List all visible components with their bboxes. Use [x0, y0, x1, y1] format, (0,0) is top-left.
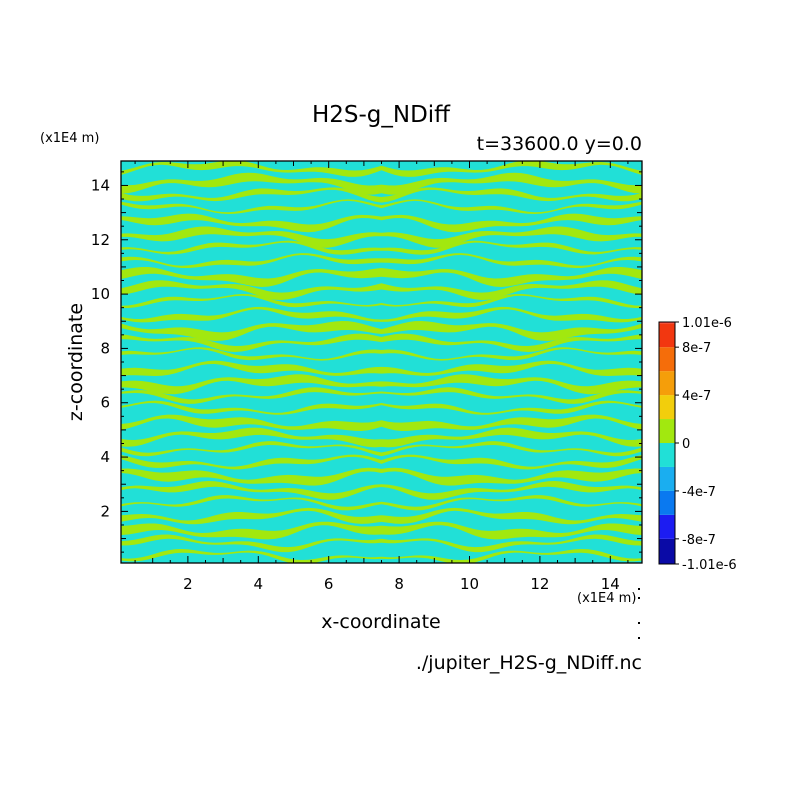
positive-band	[121, 253, 642, 268]
positive-band	[121, 495, 642, 511]
positive-band	[121, 374, 642, 395]
positive-band	[121, 172, 642, 195]
z-unit-label: (x1E4 m)	[40, 131, 99, 146]
colorbar-tick-label: -8e-7	[682, 533, 716, 548]
y-tick-label: 14	[91, 176, 110, 194]
positive-band	[121, 161, 642, 177]
colorbar-tick-label: -4e-7	[682, 485, 716, 500]
y-axis-label: z-coordinate	[65, 303, 87, 421]
colorbar-segment	[659, 322, 675, 324]
positive-band	[121, 199, 642, 214]
positive-band	[121, 347, 642, 361]
positive-band	[121, 414, 642, 431]
colorbar-segment	[659, 323, 675, 348]
positive-band	[121, 387, 642, 404]
colorbar-segment	[659, 395, 675, 420]
y-tick-label: 10	[91, 285, 110, 303]
colorbar	[658, 321, 676, 565]
positive-band	[121, 280, 642, 300]
positive-band	[121, 441, 642, 457]
positive-band	[121, 507, 642, 525]
y-tick-label: 6	[100, 394, 110, 412]
colorbar-segment	[659, 443, 675, 467]
colorbar-segment	[659, 419, 675, 443]
positive-band	[121, 481, 642, 500]
positive-band	[121, 213, 642, 233]
positive-band	[121, 521, 642, 540]
colorbar-tick-label: 1.01e-6	[682, 316, 732, 331]
colorbar-segment	[659, 514, 675, 539]
positive-band	[121, 321, 642, 341]
x-tick-label: 14	[601, 575, 620, 593]
colorbar-tick-label: 0	[682, 437, 690, 452]
chart-subtitle: t=33600.0 y=0.0	[477, 133, 642, 155]
corner-marks	[638, 588, 640, 639]
positive-band	[121, 333, 642, 352]
positive-band	[121, 240, 642, 255]
colorbar-segment	[659, 538, 675, 564]
positive-band	[121, 467, 642, 486]
positive-band	[121, 427, 642, 448]
y-tick-label: 8	[100, 339, 110, 357]
colorbar-labels: 1.01e-6 8e-7 4e-7 0 -4e-7 -8e-7 -1.01e-6	[675, 316, 737, 573]
positive-band	[121, 267, 642, 287]
x-tick-label: 4	[254, 575, 264, 593]
colorbar-segment	[659, 490, 675, 515]
colorbar-segment	[659, 371, 675, 396]
positive-band	[121, 534, 642, 553]
colorbar-tick-label: -1.01e-6	[682, 558, 737, 573]
field-bands	[121, 161, 642, 563]
colorbar-segment	[659, 466, 675, 491]
x-tick-label: 10	[460, 575, 479, 593]
colorbar-tick-label: 4e-7	[682, 389, 711, 404]
colorbar-segment	[659, 347, 675, 372]
x-tick-label: 8	[394, 575, 404, 593]
positive-band	[121, 360, 642, 376]
positive-band	[121, 549, 642, 563]
axis-ticks	[121, 161, 642, 563]
x-tick-label: 6	[324, 575, 334, 593]
positive-band	[121, 187, 642, 203]
x-unit-label: (x1E4 m)	[577, 591, 636, 606]
chart-title: H2S-g_NDiff	[312, 102, 451, 128]
x-tick-label: 2	[183, 575, 193, 593]
positive-band	[121, 400, 642, 415]
positive-band	[121, 306, 642, 323]
source-file-label: ./jupiter_H2S-g_NDiff.nc	[416, 652, 642, 674]
heatmap-field	[121, 161, 642, 563]
x-axis-label: x-coordinate	[321, 611, 440, 633]
y-tick-label: 2	[100, 502, 110, 520]
colorbar-tick-label: 8e-7	[682, 341, 711, 356]
x-tick-label: 12	[530, 575, 549, 593]
y-tick-label: 4	[100, 448, 110, 466]
positive-band	[121, 454, 642, 470]
y-tick-label: 12	[91, 231, 110, 249]
axis-tick-labels: 2 4 6 8 10 12 14 2 4 6 8 10 12 14	[91, 176, 620, 593]
